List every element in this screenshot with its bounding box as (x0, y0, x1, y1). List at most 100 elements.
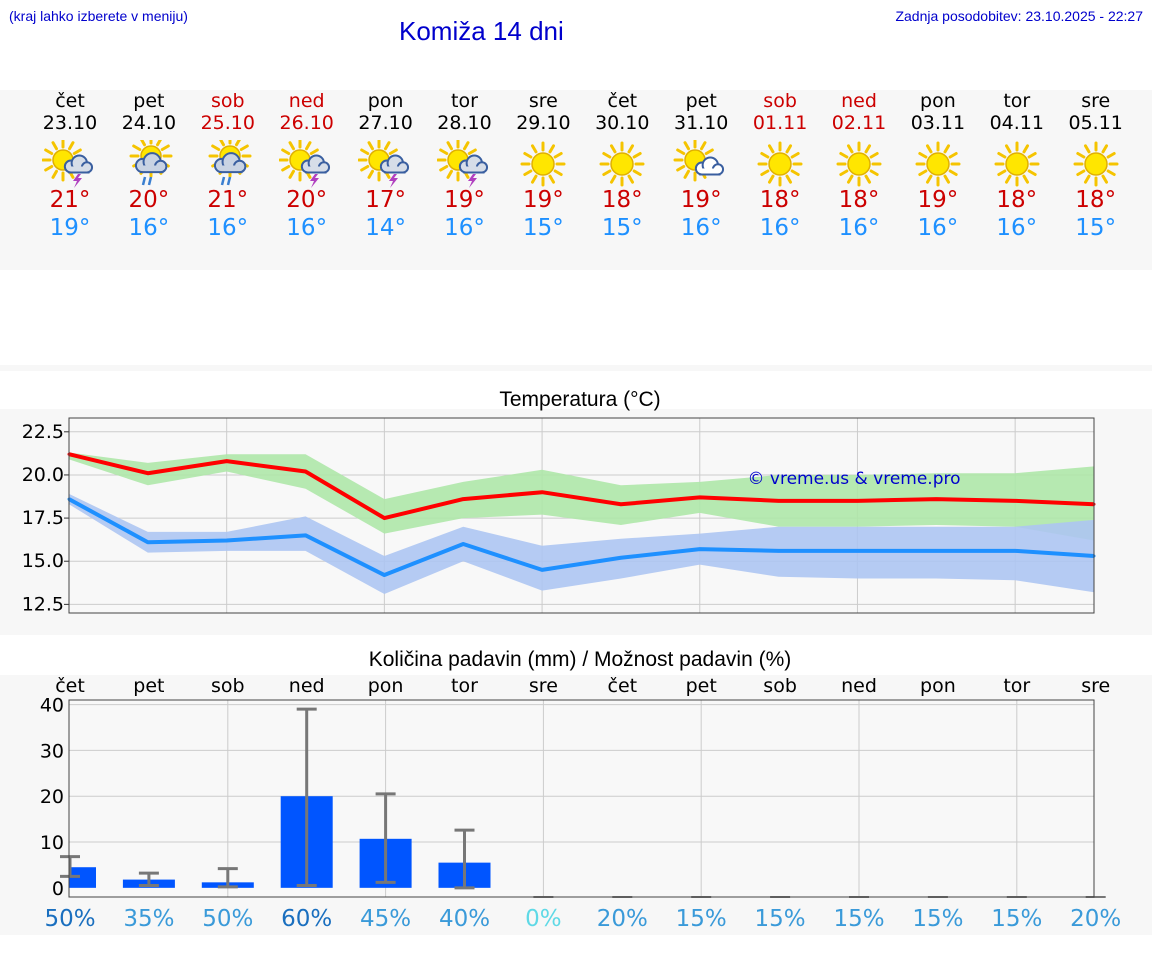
max-temperature-line (68, 452, 1095, 521)
day-date: 27.10 (358, 112, 413, 134)
max-temperature-point (934, 497, 938, 501)
sun-ray (280, 165, 290, 172)
sun-ray (155, 140, 162, 147)
sun-icon (599, 141, 645, 187)
min-temperature: 16° (917, 215, 959, 241)
sun-ray (68, 141, 75, 151)
min-temperature-point (1013, 549, 1017, 553)
day-date: 01.11 (752, 112, 808, 134)
day-of-week: tor (1003, 90, 1031, 112)
lightning-bolt (309, 174, 319, 188)
day-of-week: sob (211, 90, 245, 112)
sun-cloud-rain-icon (208, 140, 252, 186)
cloud-shape (458, 154, 488, 174)
forecast-day: tor 28.10 19° 16° (425, 90, 504, 242)
sun-ray (1004, 144, 1012, 154)
section-divider (0, 365, 1152, 371)
sun-ray (446, 169, 453, 179)
sun-ray (359, 165, 369, 172)
sun-ray (359, 148, 369, 155)
sun-ray (785, 144, 793, 154)
precip-error-bar (60, 855, 80, 878)
min-temperature: 15° (523, 215, 564, 241)
forecast-day: sre 29.10 19° 15° (504, 90, 583, 242)
cloud-shape (300, 154, 330, 174)
precip-probability: 0% (525, 906, 562, 932)
max-temperature: 18° (759, 187, 801, 213)
sun-ray (523, 152, 533, 159)
min-temperature-point (146, 540, 150, 544)
max-temperature-point (146, 471, 150, 475)
rain-drop (147, 176, 153, 186)
sun-ray (72, 148, 82, 155)
sun-ray (864, 174, 871, 184)
sun-ray (610, 144, 617, 154)
sun-shape (994, 141, 1040, 187)
day-date: 29.10 (516, 112, 571, 134)
max-temperature: 18° (996, 187, 1038, 213)
sun-ray (997, 152, 1007, 159)
sun-ray (218, 140, 225, 147)
min-temperature-point (777, 549, 781, 553)
sun-ray (627, 174, 635, 184)
rain-drop (141, 176, 147, 186)
min-temperature-point (540, 568, 544, 572)
sun-cloud-lightning-icon (42, 140, 94, 188)
sun-ray (531, 144, 538, 154)
forecast-day: pet 24.10 20° 16° (109, 90, 188, 242)
lightning-bolt (467, 174, 477, 188)
sun-ray (704, 148, 715, 155)
sun-ray (234, 140, 241, 147)
sun-shape (599, 141, 645, 187)
sun-ray (467, 148, 477, 155)
sun-ray (1083, 144, 1091, 154)
sun-ray (280, 148, 290, 155)
cloud-body (701, 168, 719, 175)
sun-ray (288, 141, 295, 151)
sun-disc (926, 152, 950, 176)
cloud-shape (63, 154, 94, 174)
sun-ray (768, 144, 775, 154)
sun-disc (610, 152, 635, 176)
x-category-label: tor (1003, 675, 1030, 697)
precip-probability: 15% (833, 906, 884, 932)
precip-error-bar (296, 707, 317, 888)
sun-icon (915, 141, 961, 187)
sun-icon (836, 141, 882, 187)
cloud-shape (379, 154, 409, 174)
precip-probability: 60% (281, 906, 332, 932)
y-tick-label: 40 (40, 695, 64, 717)
min-temperature: 16° (207, 215, 249, 241)
sun-ray (632, 152, 642, 159)
plot-frame (68, 699, 1095, 898)
max-temperature-point (777, 499, 781, 503)
sun-ray (602, 152, 612, 159)
min-temperature: 16° (759, 215, 801, 241)
forecast-day: sob 01.11 18° 16° (741, 90, 820, 242)
forecast-strip (0, 90, 1152, 270)
forecast-day: ned 02.11 18° 16° (820, 90, 899, 242)
max-temperature-point (382, 516, 386, 520)
sun-ray (918, 169, 928, 176)
sun-shape (836, 141, 882, 187)
max-temperature: 18° (838, 187, 880, 213)
forecast-day: tor 04.11 18° 16° (977, 90, 1056, 242)
sun-ray (948, 152, 958, 159)
sun-ray (847, 144, 854, 154)
sun-ray (548, 174, 556, 184)
max-temperature-point (1013, 499, 1017, 503)
sun-ray (700, 141, 707, 151)
sun-ray (383, 141, 391, 151)
sun-ray (683, 141, 691, 151)
sun-ray (1083, 174, 1091, 184)
sun-shape (1073, 141, 1119, 187)
temperature-chart-title: Temperatura (°C) (499, 388, 661, 411)
max-temperature: 18° (1075, 187, 1117, 213)
min-temperature-line (68, 497, 1095, 578)
min-temperature: 15° (601, 215, 643, 241)
sun-ray (1101, 144, 1108, 154)
lightning-bolt (73, 174, 82, 188)
precip-probability: 50% (202, 906, 253, 932)
x-category-label: ned (289, 675, 325, 697)
